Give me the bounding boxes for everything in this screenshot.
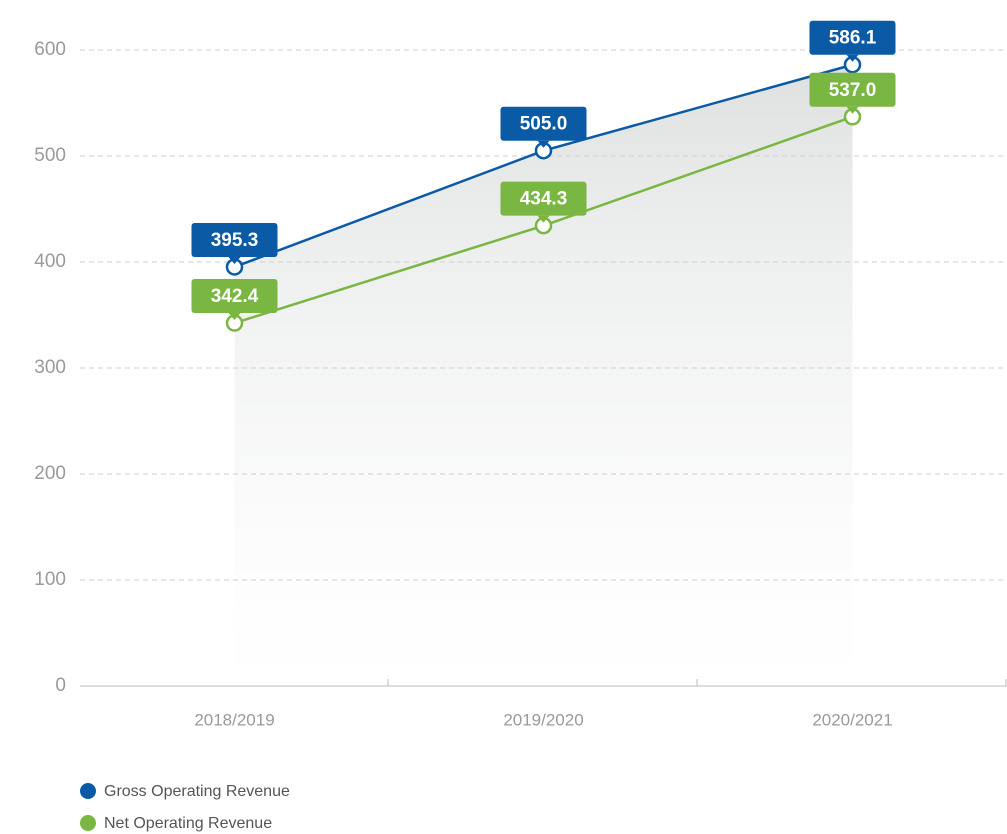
label-box [191, 222, 278, 257]
label-pointer [537, 215, 550, 223]
label-pointer [537, 140, 550, 148]
y-tick-label: 200 [34, 463, 66, 484]
label-pointer [228, 313, 241, 321]
legend-swatch [80, 815, 96, 831]
y-tick-label: 400 [34, 251, 66, 272]
data-label: 537.0 [829, 80, 877, 101]
y-tick-label: 0 [55, 675, 66, 696]
data-label: 505.0 [520, 114, 568, 135]
x-tick-label: 2020/2021 [812, 710, 892, 729]
label-box [500, 106, 587, 141]
label-pointer [846, 54, 859, 62]
x-tick-label: 2018/2019 [194, 710, 274, 729]
label-box [809, 72, 896, 107]
x-tick-label: 2019/2020 [503, 710, 583, 729]
label-box [500, 181, 587, 216]
label-box [809, 20, 896, 55]
y-tick-label: 100 [34, 569, 66, 590]
data-label: 434.3 [520, 189, 568, 210]
label-pointer [228, 256, 241, 264]
label-box [191, 279, 278, 314]
data-label: 395.3 [211, 230, 259, 251]
y-tick-label: 300 [34, 357, 66, 378]
data-label: 586.1 [829, 28, 877, 49]
y-tick-label: 600 [34, 39, 66, 60]
data-label: 342.4 [211, 286, 259, 307]
legend-label: Gross Operating Revenue [104, 783, 290, 800]
area [234, 64, 853, 686]
y-tick-label: 500 [34, 145, 66, 166]
label-pointer [846, 106, 859, 114]
legend-swatch [80, 783, 96, 799]
legend-label: Net Operating Revenue [104, 815, 272, 832]
